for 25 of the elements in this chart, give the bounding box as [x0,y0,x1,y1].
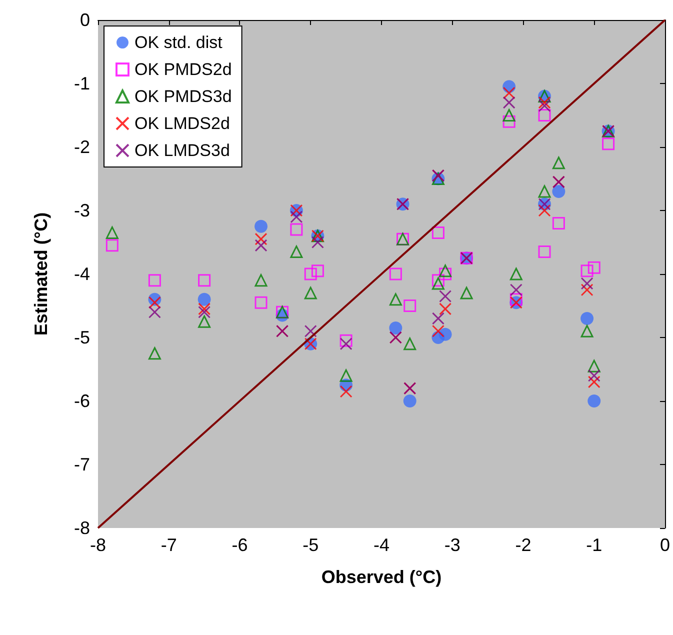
y-axis-title: Estimated (°C) [31,212,51,336]
legend-label: OK std. dist [134,33,223,52]
y-tick-label: -7 [74,454,90,474]
y-tick-label: -5 [74,328,90,348]
x-tick-label: 0 [660,535,670,555]
x-tick-label: -1 [586,535,602,555]
x-tick-label: -7 [160,535,177,555]
y-tick-label: -1 [74,74,90,94]
x-tick-label: -4 [373,535,390,555]
legend-label: OK PMDS3d [134,87,232,106]
y-tick-label: 0 [80,10,90,30]
x-tick-label: -8 [90,535,106,555]
y-tick-label: -6 [74,391,90,411]
y-tick-label: -2 [74,137,90,157]
x-axis-title: Observed (°C) [321,567,442,587]
x-tick-label: -6 [232,535,248,555]
x-tick-label: -3 [444,535,460,555]
legend-label: OK LMDS3d [134,141,230,160]
x-tick-label: -2 [515,535,532,555]
y-tick-label: -8 [74,518,90,538]
x-tick-label: -5 [302,535,319,555]
legend-label: OK LMDS2d [134,114,230,133]
y-tick-label: -3 [74,200,90,220]
y-tick-label: -4 [74,264,90,284]
legend-label: OK PMDS2d [134,60,232,79]
